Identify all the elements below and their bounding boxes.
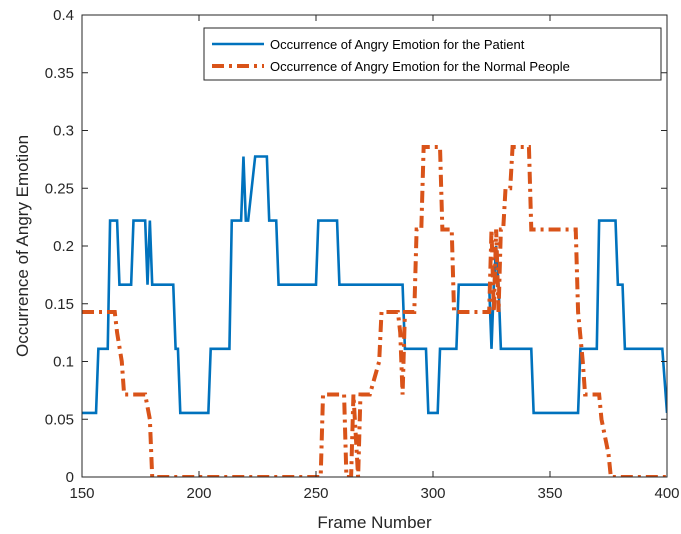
x-tick-label: 350 [537,485,562,502]
series-line-2 [82,145,667,477]
y-axis-label: Occurrence of Angry Emotion [13,135,32,357]
legend-label-1: Occurrence of Angry Emotion for the Pati… [270,37,525,52]
x-axis-label: Frame Number [317,513,432,532]
y-tick-label: 0.1 [53,354,74,371]
x-tick-label: 150 [69,485,94,502]
x-tick-label: 400 [654,485,679,502]
series-line-1 [82,155,667,415]
y-tick-label: 0.35 [45,65,74,82]
legend-label-2: Occurrence of Angry Emotion for the Norm… [270,59,570,74]
plot-area [82,145,667,477]
y-tick-label: 0.4 [53,7,74,24]
y-tick-label: 0.15 [45,296,74,313]
x-tick-label: 250 [303,485,328,502]
x-tick-label: 300 [420,485,445,502]
tick-labels: 150 200 250 300 350 400 0 0.05 0.1 0.15 0.2 0.25 0.3… [45,7,680,502]
legend: Occurrence of Angry Emotion for the Pati… [203,27,662,81]
y-tick-label: 0 [66,469,74,486]
y-tick-label: 0.2 [53,238,74,255]
ticks [81,14,668,478]
legend-box [203,27,662,81]
y-tick-label: 0.05 [45,411,74,428]
y-tick-label: 0.3 [53,123,74,140]
y-tick-label: 0.25 [45,180,74,197]
x-tick-label: 200 [186,485,211,502]
